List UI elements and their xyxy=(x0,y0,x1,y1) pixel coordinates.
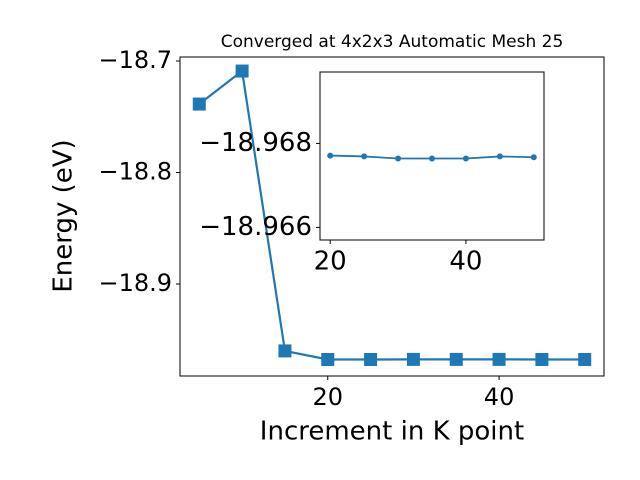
marker xyxy=(395,155,402,162)
y-tick-label: −18.9 xyxy=(98,269,172,297)
y-tick-label: −18.7 xyxy=(98,46,172,74)
marker xyxy=(364,352,378,366)
marker xyxy=(492,352,506,366)
x-axis-label: Increment in K point xyxy=(260,417,524,447)
y-tick-label: −18.968 xyxy=(199,128,312,158)
marker xyxy=(530,154,537,161)
marker xyxy=(321,352,335,366)
marker xyxy=(429,155,435,162)
marker xyxy=(192,97,206,111)
marker xyxy=(235,64,249,78)
x-tick-label: 40 xyxy=(484,383,515,411)
marker xyxy=(462,155,469,162)
x-tick-label: 20 xyxy=(314,247,347,277)
line xyxy=(198,69,585,361)
marker xyxy=(578,352,592,366)
y-tick-label: −18.8 xyxy=(98,158,172,186)
x-tick-label: 40 xyxy=(449,247,482,277)
marker xyxy=(496,153,503,160)
marker xyxy=(449,352,463,366)
y-tick-label: −18.966 xyxy=(199,212,312,242)
marker xyxy=(327,152,334,159)
marker xyxy=(406,352,420,366)
chart-title: Converged at 4x2x3 Automatic Mesh 25 xyxy=(221,32,564,52)
marker xyxy=(278,344,292,358)
y-axis-label: Energy (eV) xyxy=(49,139,79,292)
marker xyxy=(535,352,549,366)
x-tick-label: 20 xyxy=(312,383,343,411)
marker xyxy=(361,153,368,160)
